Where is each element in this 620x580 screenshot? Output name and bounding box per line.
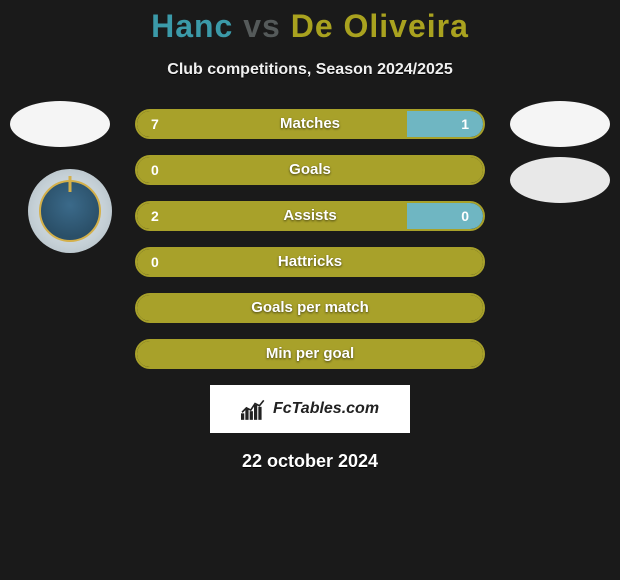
stat-row: 0Hattricks [135, 247, 485, 277]
player-a-placeholder-icon [10, 101, 110, 147]
stat-row: Min per goal [135, 339, 485, 369]
player-b-placeholder-icon [510, 101, 610, 147]
comparison-content: 71Matches 0Goals 20Assists 0Hattricks Goals … [0, 109, 620, 369]
stat-value-a [137, 295, 483, 321]
stat-value-a: 0 [137, 249, 483, 275]
player-b-club-placeholder-icon [510, 157, 610, 203]
stat-row: 0Goals [135, 155, 485, 185]
stat-value-a: 7 [137, 111, 407, 137]
stat-row: Goals per match [135, 293, 485, 323]
stat-value-a [137, 341, 483, 367]
stat-row: 20Assists [135, 201, 485, 231]
stat-value-a: 2 [137, 203, 407, 229]
stat-bars: 71Matches 0Goals 20Assists 0Hattricks Goals … [135, 109, 485, 369]
player-b-name: De Oliveira [291, 8, 469, 44]
fctables-logo-icon [241, 398, 267, 420]
vs-text: vs [243, 8, 281, 44]
page-title: Hanc vs De Oliveira [0, 0, 620, 45]
stat-value-a: 0 [137, 157, 483, 183]
stat-row: 71Matches [135, 109, 485, 139]
subtitle: Club competitions, Season 2024/2025 [0, 61, 620, 79]
branding-text: FcTables.com [273, 400, 379, 418]
branding-badge: FcTables.com [210, 385, 410, 433]
player-a-club-badge-icon [28, 169, 112, 253]
stat-value-b: 1 [407, 111, 483, 137]
date-text: 22 october 2024 [0, 451, 620, 472]
player-a-name: Hanc [151, 8, 233, 44]
stat-value-b: 0 [407, 203, 483, 229]
